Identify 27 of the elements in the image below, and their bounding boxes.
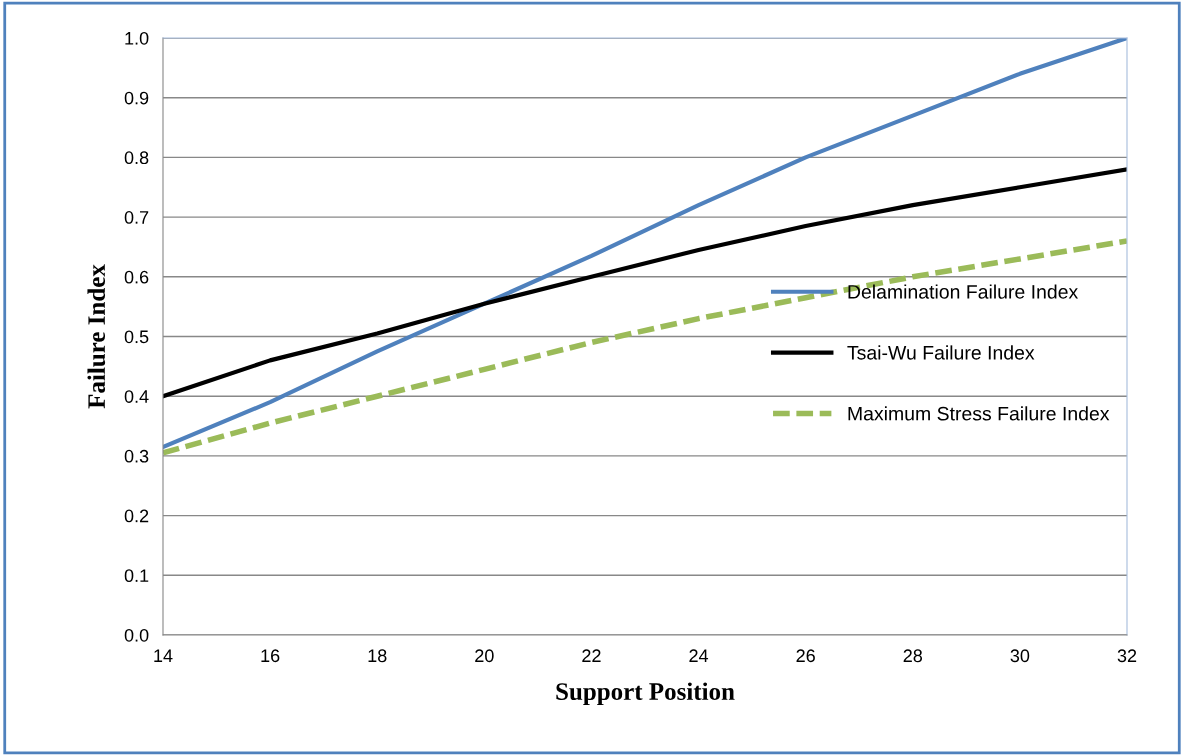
y-tick-label: 0.5 [124,330,149,344]
y-tick-label: 0.4 [124,390,149,403]
x-tick-label: 16 [261,649,280,663]
y-tick-label: 1.0 [125,31,149,45]
x-tick-label: 30 [1010,649,1030,663]
legend-label: Maximum Stress Failure Index [848,406,1110,421]
x-tick-label: 18 [368,649,387,663]
line-series [163,167,1127,399]
y-axis-title: Failure Index [87,264,106,409]
x-tick-label: 14 [154,649,173,662]
y-tick-label: 0.2 [124,509,149,523]
y-tick-label: 0.6 [124,270,149,284]
y-tick-label: 0.8 [124,151,149,165]
y-tick-label: 0.0 [124,628,149,642]
x-tick-label: 32 [1117,649,1137,663]
x-tick-label: 26 [796,649,815,663]
legend-label: Delamination Failure Index [848,284,1079,299]
y-tick-label: 0.3 [124,449,149,463]
x-axis-title: Support Position [556,682,735,706]
x-tick-label: 28 [903,649,923,663]
x-tick-label: 24 [689,649,709,662]
y-tick-label: 0.1 [124,569,149,583]
x-tick-label: 22 [582,649,601,662]
x-tick-label: 20 [475,649,494,663]
y-tick-label: 0.9 [124,91,149,105]
legend-label: Tsai-Wu Failure Index [847,345,1035,360]
y-tick-label: 0.7 [124,211,149,224]
